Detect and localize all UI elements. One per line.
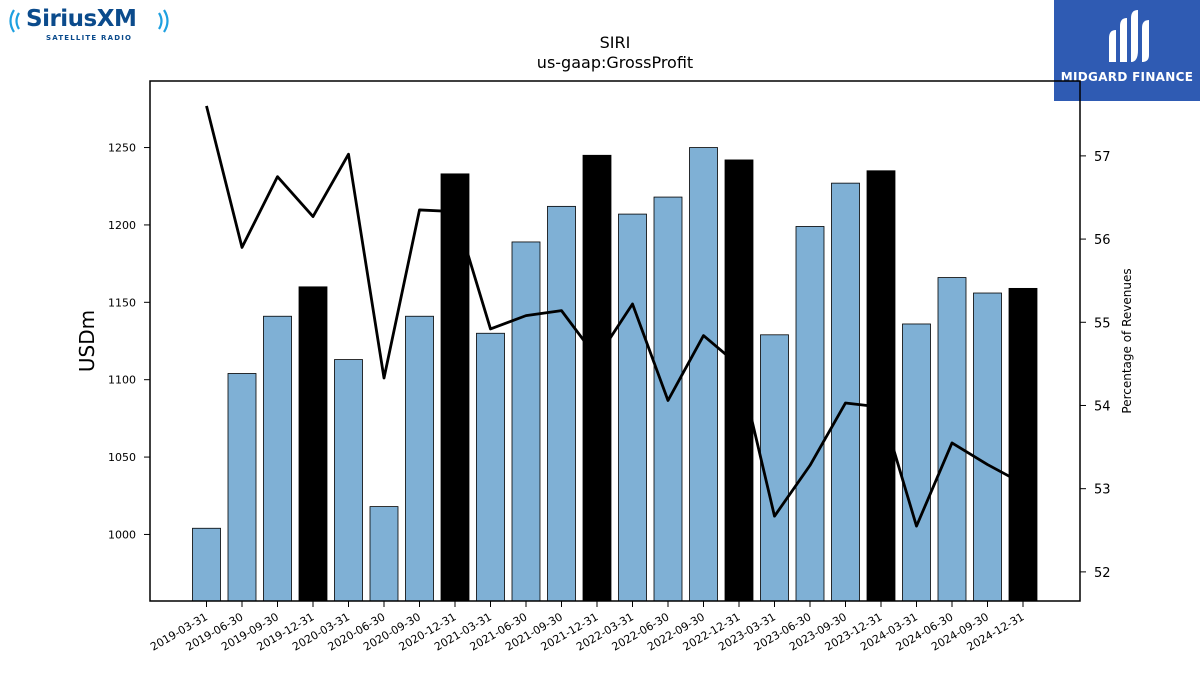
y-tick-label: 1150 xyxy=(108,296,136,309)
radio-waves-icon xyxy=(9,9,169,33)
y-tick-label: 1200 xyxy=(108,219,136,232)
bar xyxy=(760,334,789,602)
bar xyxy=(831,182,860,602)
y2-tick-label: 52 xyxy=(1094,566,1111,581)
midgard-mark-icon xyxy=(1109,10,1149,62)
y2-tick-label: 54 xyxy=(1094,399,1111,414)
bar xyxy=(547,205,576,602)
bar xyxy=(369,506,399,602)
chart-subtitle: us-gaap:GrossProfit xyxy=(537,53,693,72)
bar xyxy=(582,154,612,602)
y2-tick-label: 53 xyxy=(1094,483,1111,498)
percentage-line xyxy=(205,105,1024,528)
siriusxm-tagline: SATELLITE RADIO xyxy=(46,34,133,42)
bar xyxy=(937,277,967,602)
bar xyxy=(263,315,292,602)
bar xyxy=(192,527,221,602)
bar xyxy=(511,241,541,602)
bar xyxy=(724,159,754,602)
bar xyxy=(689,147,718,602)
y2-tick-label: 55 xyxy=(1094,316,1111,331)
y2-axis-label: Percentage of Revenues xyxy=(1120,268,1134,413)
y-tick-label: 1250 xyxy=(108,142,136,155)
percentage-line-series xyxy=(205,105,1024,528)
y-axis-label: USDm xyxy=(75,310,99,372)
y2-tick-label: 57 xyxy=(1094,150,1111,165)
bar xyxy=(298,286,328,602)
bar xyxy=(902,323,931,602)
midgard-finance-logo: MIDGARD FINANCE xyxy=(1054,0,1200,101)
plot-frame xyxy=(149,80,1081,602)
bar xyxy=(618,213,647,602)
siriusxm-logo: SiriusXM SATELLITE RADIO xyxy=(4,4,184,46)
y-tick-label: 1000 xyxy=(108,528,136,541)
bar xyxy=(440,173,470,602)
y2-tick-label: 56 xyxy=(1094,233,1111,248)
bar xyxy=(1008,287,1038,602)
siriusxm-wordmark: SiriusXM xyxy=(26,6,137,32)
bar xyxy=(795,226,825,602)
chart-title: SIRI xyxy=(600,33,631,52)
midgard-finance-wordmark: MIDGARD FINANCE xyxy=(1060,70,1194,84)
y-tick-label: 1050 xyxy=(108,451,136,464)
bar xyxy=(227,373,257,602)
bar xyxy=(866,170,896,602)
bar xyxy=(334,359,363,602)
bar xyxy=(405,315,434,602)
y-tick-label: 1100 xyxy=(108,374,136,387)
bar-series xyxy=(192,147,1038,602)
bar xyxy=(973,292,1002,602)
bar xyxy=(476,332,505,602)
